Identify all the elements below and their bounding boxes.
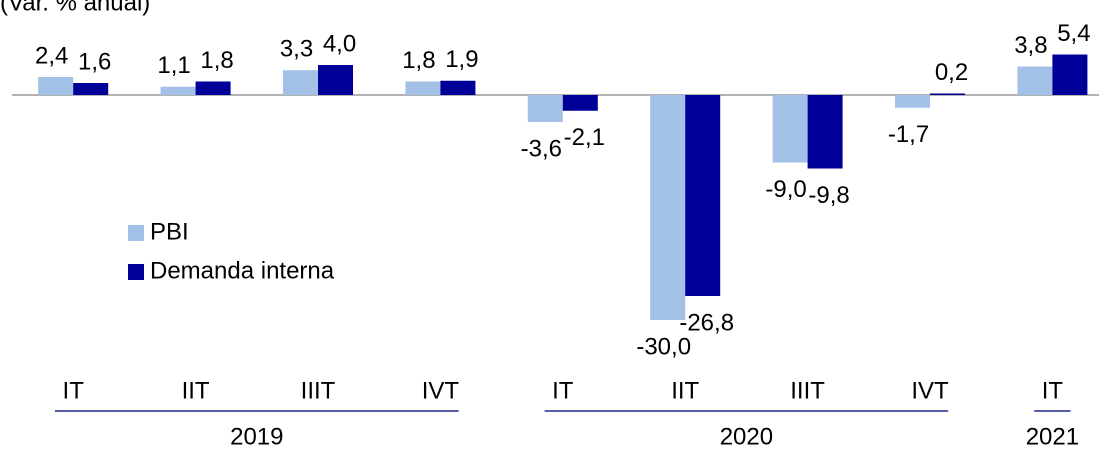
value-label: -3,6 [521, 135, 562, 162]
bar [160, 86, 196, 95]
bar [650, 95, 686, 320]
bar [318, 65, 353, 95]
bar [562, 95, 598, 111]
legend-label: PBI [150, 218, 189, 245]
value-label: 1,8 [200, 47, 233, 74]
value-label: -9,0 [765, 176, 806, 203]
chart-subtitle: (Var. % anual) [0, 0, 150, 16]
value-label: 3,3 [280, 36, 313, 63]
value-label: 5,4 [1057, 20, 1090, 47]
bar [527, 95, 563, 122]
bar [1052, 54, 1088, 95]
value-label: 2,4 [35, 42, 68, 69]
x-tick-label: IVT [422, 377, 460, 404]
value-label: -1,7 [888, 121, 929, 148]
bar [1017, 66, 1053, 95]
bar [195, 81, 231, 95]
group-label: 2019 [230, 423, 283, 450]
bar [283, 70, 318, 95]
value-label: -2,1 [564, 124, 605, 151]
value-label: -26,8 [679, 309, 734, 336]
x-tick-label: IVT [911, 377, 949, 404]
bar [685, 95, 721, 296]
value-label: 1,9 [445, 46, 478, 73]
x-tick-label: IT [1042, 377, 1064, 404]
bar [772, 95, 808, 163]
value-label: 1,1 [157, 52, 190, 79]
value-label: 1,6 [78, 48, 111, 75]
value-label: 0,2 [935, 59, 968, 86]
value-label: 4,0 [323, 30, 356, 57]
legend-swatch [128, 225, 144, 241]
value-label: -30,0 [636, 333, 691, 360]
value-label: 1,8 [402, 47, 435, 74]
group-label: 2020 [720, 423, 773, 450]
x-tick-label: IT [63, 377, 85, 404]
value-label: 3,8 [1014, 32, 1047, 59]
group-label: 2021 [1026, 423, 1079, 450]
legend-label: Demanda interna [150, 257, 335, 284]
x-tick-label: IIT [671, 377, 699, 404]
x-tick-label: IIT [182, 377, 210, 404]
bar [807, 95, 843, 169]
bar [440, 80, 476, 95]
x-tick-label: IIIT [301, 377, 336, 404]
bar [38, 77, 74, 95]
bar [930, 93, 965, 95]
x-tick-label: IIIT [790, 377, 825, 404]
bar [73, 83, 109, 95]
bar [895, 95, 930, 108]
legend-swatch [128, 264, 144, 280]
x-tick-label: IT [552, 377, 574, 404]
bar [405, 81, 441, 95]
value-label: -9,8 [808, 182, 849, 209]
